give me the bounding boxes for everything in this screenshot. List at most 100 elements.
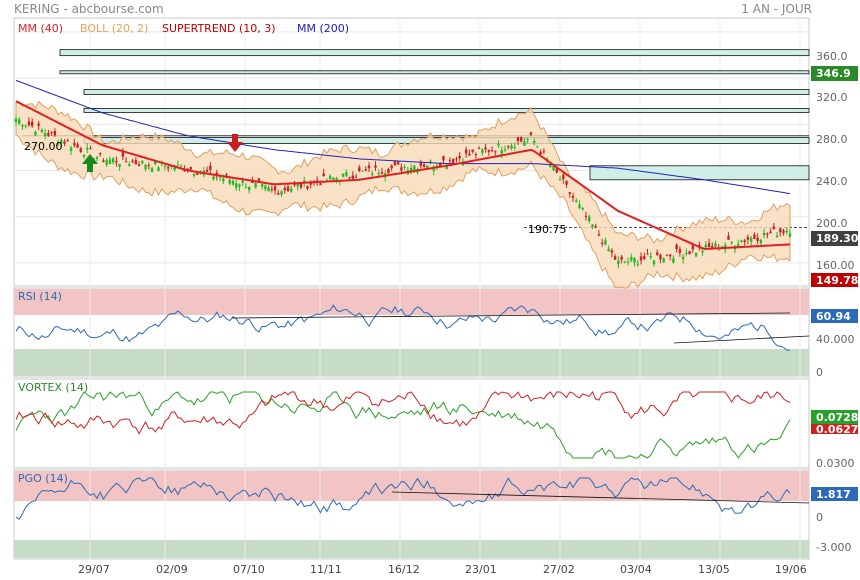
candle-body (105, 160, 108, 165)
candle-body (468, 153, 471, 156)
candle-body (520, 137, 523, 142)
candle-body (539, 151, 542, 155)
candle-body (672, 258, 675, 263)
candle-body (630, 257, 633, 261)
candle-body (73, 143, 76, 146)
candle-body (89, 148, 92, 150)
candle-body (451, 159, 455, 163)
chart-period-label[interactable]: 1 AN - JOUR (741, 2, 812, 16)
price-tick-240: 240.0 (816, 175, 848, 188)
candle-body (118, 163, 121, 167)
candle-body (714, 243, 717, 247)
vortex-minus-value: 0.0627 (816, 423, 858, 436)
candle-body (176, 164, 180, 166)
candle-body (273, 186, 277, 191)
rsi-line (15, 304, 791, 351)
candle-body (568, 192, 571, 194)
candle-body (189, 167, 193, 170)
candle-body (367, 165, 371, 169)
candle-body (772, 226, 776, 230)
candle-body (238, 184, 241, 187)
candle-body (34, 131, 37, 136)
candle-body (257, 178, 261, 183)
candle-body (484, 147, 487, 150)
rsi-last-value: 60.94 (816, 310, 851, 323)
candle-body (788, 233, 792, 237)
pgo-trendline (391, 491, 810, 504)
buy-arrow-icon (82, 154, 98, 172)
resistance-zone (59, 70, 810, 75)
candle-body (348, 177, 351, 179)
candle-body (607, 248, 610, 252)
last-marker-value: 189.30 (816, 232, 859, 245)
candle-body (597, 234, 601, 236)
candle-body (775, 235, 779, 237)
candle-body (701, 251, 704, 253)
candle-body (335, 178, 338, 182)
candle-body (290, 188, 293, 192)
candle-body (727, 235, 730, 240)
candle-body (409, 167, 413, 172)
candle-body (448, 160, 452, 162)
candle-body (147, 165, 150, 167)
candle-body (341, 173, 345, 177)
high-marker-bg (811, 66, 858, 81)
candle-body (785, 230, 788, 233)
last-marker-bg (811, 231, 858, 246)
candle-body (429, 160, 432, 162)
candle-body (652, 260, 656, 265)
candle-body (283, 187, 286, 191)
candle-body (128, 164, 131, 167)
candle-body (523, 141, 526, 146)
pgo-oversold-zone (14, 540, 809, 558)
candle-body (18, 119, 21, 124)
candle-body (656, 252, 659, 255)
x-label-10: 19/06 (775, 563, 807, 576)
candle-body (464, 149, 468, 154)
candle-body (497, 143, 500, 146)
candle-body (131, 160, 134, 162)
candle-body (513, 147, 516, 149)
candle-body (322, 173, 325, 177)
candle-body (179, 166, 183, 168)
candle-body (111, 158, 115, 163)
candle-body (743, 240, 746, 242)
x-label-8: 03/04 (620, 563, 652, 576)
candle-body (503, 149, 507, 151)
candle-body (426, 165, 429, 170)
candle-body (419, 162, 423, 166)
mm200-line (15, 79, 791, 195)
candle-body (299, 183, 303, 188)
candle-body (390, 165, 393, 169)
candle-body (532, 141, 536, 143)
candle-body (591, 224, 594, 227)
candle-body (445, 164, 448, 169)
candle-body (685, 252, 688, 254)
candle-body (604, 240, 607, 245)
price-tick-160: 160.00 (816, 259, 855, 272)
candle-body (345, 172, 348, 176)
legend-boll: BOLL (20, 2) (80, 22, 148, 35)
candle-body (471, 149, 474, 152)
candle-body (225, 174, 228, 176)
candle-body (782, 230, 785, 234)
pgo-tick-0: 0 (816, 511, 823, 524)
candle-body (351, 175, 355, 179)
price-tick-280: 280.0 (816, 133, 848, 146)
candle-body (711, 245, 714, 249)
candle-body (212, 176, 215, 180)
price-tick-200: 200.0 (816, 217, 848, 230)
candle-body (562, 174, 565, 180)
candle-body (144, 164, 147, 170)
x-label-5: 16/12 (388, 563, 420, 576)
candle-body (736, 244, 740, 247)
candle-body (228, 179, 231, 184)
candle-body (50, 131, 53, 133)
candle-body (766, 233, 769, 235)
candle-body (231, 180, 235, 185)
candle-body (56, 142, 60, 144)
candle-body (455, 158, 458, 160)
bollinger-band (15, 100, 791, 289)
candle-body (267, 187, 270, 192)
candle-body (196, 172, 199, 175)
